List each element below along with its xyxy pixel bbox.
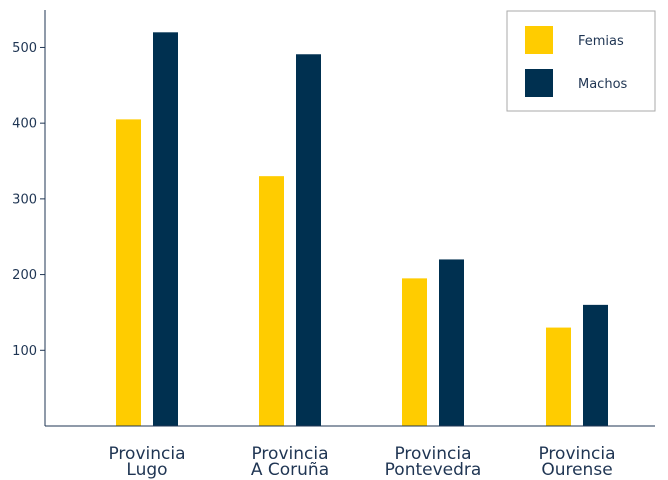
x-tick-label-line: Ourense bbox=[541, 460, 612, 480]
x-tick-label: Provincia Ourense bbox=[538, 444, 615, 480]
legend-label-femias: Femias bbox=[578, 34, 624, 49]
x-tick-label-line: Provincia bbox=[108, 444, 185, 464]
x-tick-label-line: Provincia bbox=[251, 444, 328, 464]
y-tick-label: 300 bbox=[12, 192, 37, 207]
x-tick-label-line: Pontevedra bbox=[385, 460, 482, 480]
bar-femias-4 bbox=[546, 327, 571, 426]
x-tick-label-line: Lugo bbox=[126, 460, 167, 480]
y-tick-label: 500 bbox=[12, 41, 37, 56]
x-tick-label: Provincia Lugo bbox=[108, 444, 185, 480]
bars bbox=[116, 32, 608, 427]
bar-machos-3 bbox=[439, 259, 464, 426]
y-tick-label: 100 bbox=[12, 344, 37, 359]
bar-machos-2 bbox=[296, 54, 321, 426]
x-tick-label-line: Provincia bbox=[394, 444, 471, 464]
legend-swatch-femias bbox=[525, 26, 553, 54]
bar-femias-3 bbox=[402, 278, 427, 426]
bar-femias-1 bbox=[116, 119, 141, 426]
y-tick-label: 200 bbox=[12, 268, 37, 283]
x-tick-label: Provincia A Coruña bbox=[251, 444, 329, 480]
x-tick-label-line: Provincia bbox=[538, 444, 615, 464]
legend-label-machos: Machos bbox=[578, 77, 628, 92]
y-tick-label: 400 bbox=[12, 117, 37, 132]
x-tick-label: Provincia Pontevedra bbox=[385, 444, 482, 480]
bar-machos-1 bbox=[153, 32, 178, 427]
x-tick-label-line: A Coruña bbox=[251, 460, 329, 480]
legend-swatch-machos bbox=[525, 69, 553, 97]
bar-machos-4 bbox=[583, 304, 608, 426]
legend: Femias Machos bbox=[506, 10, 656, 112]
bar-femias-2 bbox=[259, 176, 284, 426]
y-axis-ticks: 100 200 300 400 500 bbox=[12, 41, 45, 359]
